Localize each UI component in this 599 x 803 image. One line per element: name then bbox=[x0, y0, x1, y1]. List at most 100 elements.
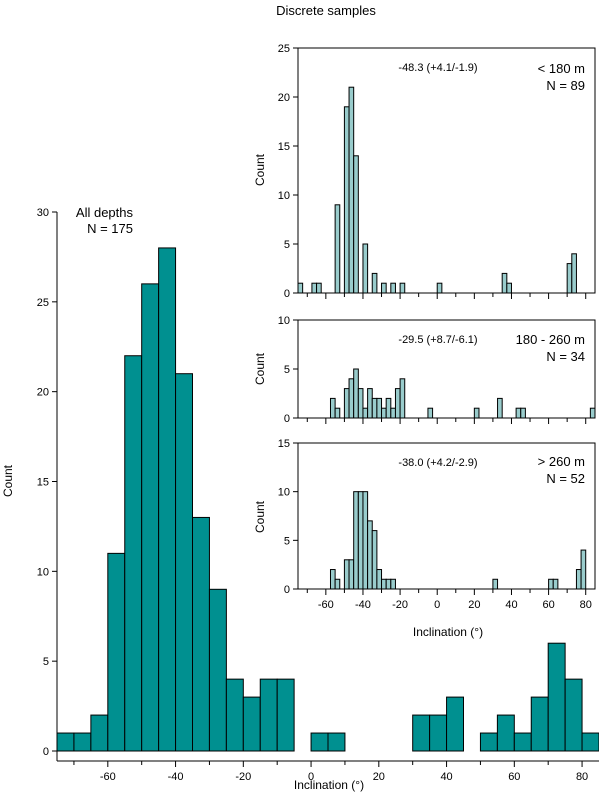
inset-top-bar bbox=[297, 282, 304, 294]
inset-top-y-tick-label: 20 bbox=[278, 92, 290, 104]
main-y-tick-label: 5 bbox=[43, 656, 49, 668]
inset-middle-bar bbox=[343, 388, 350, 419]
inset-bottom-y-tick-label: 10 bbox=[278, 487, 290, 499]
main-x-tick-label: -20 bbox=[235, 771, 251, 783]
inset-top-bar bbox=[343, 106, 350, 294]
main-y-axis-label: Count bbox=[1, 464, 15, 497]
main-bars bbox=[56, 247, 599, 752]
inset-bottom-x-tick-label: -60 bbox=[318, 599, 334, 611]
main-x-tick-label: -40 bbox=[168, 771, 184, 783]
inset-middle-bar bbox=[427, 407, 434, 419]
inset-top-bar bbox=[571, 253, 577, 294]
inset-top-x-ticks bbox=[306, 293, 587, 299]
main-annotation-line-2: N = 175 bbox=[87, 221, 133, 236]
inset-top-bar bbox=[390, 282, 396, 294]
inset-middle-y-tick-label: 5 bbox=[284, 364, 290, 376]
inset-bottom-x-ticks: -60 -40 -20 0 20 40 60 80 bbox=[306, 589, 592, 611]
inset-middle-y-tick-label: 10 bbox=[278, 315, 290, 327]
main-x-tick-label: -60 bbox=[100, 771, 116, 783]
inset-bottom-bar bbox=[552, 578, 559, 590]
main-bar bbox=[242, 696, 261, 752]
main-y-ticks: 0 5 10 15 20 25 30 bbox=[37, 207, 58, 761]
inset-bottom-y-tick-label: 5 bbox=[284, 535, 290, 547]
inset-middle-background bbox=[258, 312, 597, 422]
main-x-axis-label: Inclination (°) bbox=[294, 778, 364, 792]
inset-top-frame bbox=[297, 47, 596, 294]
main-x-tick-label: 0 bbox=[308, 771, 314, 783]
inset-bottom-x-tick-label: 0 bbox=[434, 599, 440, 611]
main-bar bbox=[310, 732, 329, 752]
inset-bottom-bar bbox=[492, 578, 499, 590]
main-bar bbox=[276, 678, 295, 752]
main-bar bbox=[412, 714, 431, 752]
main-y-tick-label: 0 bbox=[43, 746, 49, 758]
inset-middle-y-tick-label: 0 bbox=[284, 413, 290, 425]
inset-bottom-x-tick-label: 60 bbox=[542, 599, 554, 611]
inset-middle-histogram: 0 5 10 -29.5 (+8.7/-6.1) 180 - 260 m N = 3… bbox=[253, 312, 597, 425]
main-bar bbox=[479, 732, 498, 752]
main-bar bbox=[175, 373, 193, 752]
inset-middle-bar bbox=[376, 397, 383, 419]
inset-middle-bar bbox=[390, 407, 396, 419]
main-bar bbox=[530, 696, 549, 752]
main-y-tick-label: 25 bbox=[37, 297, 49, 309]
inset-top-bar bbox=[362, 243, 369, 294]
inset-top-y-ticks: 0 5 10 15 20 25 bbox=[278, 43, 298, 300]
main-bar bbox=[208, 588, 227, 752]
inset-top-histogram: 0 5 10 15 20 25 -48.3 (+4.1/-1.9) < 180 m N =… bbox=[253, 40, 597, 300]
inset-bottom-y-tick-label: 15 bbox=[278, 438, 290, 450]
main-bar bbox=[513, 732, 532, 752]
inset-bottom-histogram: -60 -40 -20 0 20 40 60 80 0 5 10 15 -38.0 (+4.2/-2… bbox=[253, 435, 597, 639]
inset-middle-y-ticks: 0 5 10 bbox=[278, 315, 298, 425]
inset-middle-mean-label: -29.5 (+8.7/-6.1) bbox=[398, 334, 477, 346]
inset-middle-bar bbox=[329, 397, 336, 419]
inset-middle-bar bbox=[520, 407, 526, 419]
inset-top-bar bbox=[436, 282, 443, 294]
inset-bottom-frame bbox=[297, 442, 596, 590]
inset-top-y-axis-label: Count bbox=[253, 153, 267, 186]
main-y-tick-label: 15 bbox=[37, 477, 49, 489]
inset-top-y-tick-label: 10 bbox=[278, 190, 290, 202]
inset-bottom-bar bbox=[343, 559, 350, 590]
inset-middle-bar bbox=[367, 388, 373, 419]
inset-bottom-y-tick-label: 0 bbox=[284, 584, 290, 596]
main-y-tick-label: 10 bbox=[37, 566, 49, 578]
inset-top-bar bbox=[501, 272, 508, 294]
inset-bottom-background bbox=[258, 435, 597, 593]
main-bar bbox=[158, 247, 177, 752]
inset-top-y-tick-label: 0 bbox=[284, 288, 290, 300]
inset-top-y-tick-label: 15 bbox=[278, 141, 290, 153]
inset-middle-bar bbox=[497, 397, 503, 419]
inset-top-depth-label: < 180 m bbox=[538, 61, 585, 76]
main-x-tick-label: 60 bbox=[508, 771, 520, 783]
main-x-tick-label: 40 bbox=[440, 771, 452, 783]
inset-bottom-bar bbox=[329, 569, 336, 590]
inset-bottom-bar bbox=[353, 491, 359, 590]
main-bar bbox=[547, 642, 566, 752]
inset-top-y-tick-label: 5 bbox=[284, 239, 290, 251]
main-annotation-line-1: All depths bbox=[76, 205, 134, 220]
inset-middle-bar bbox=[362, 407, 369, 419]
inset-bottom-mean-label: -38.0 (+4.2/-2.9) bbox=[398, 457, 477, 469]
main-bar bbox=[429, 714, 448, 752]
inset-middle-bar bbox=[371, 397, 378, 419]
main-bar bbox=[446, 696, 464, 752]
inset-middle-bar bbox=[399, 378, 406, 419]
main-x-tick-label: 80 bbox=[576, 771, 588, 783]
inset-bottom-bar bbox=[381, 578, 387, 590]
inset-bottom-bar bbox=[348, 559, 355, 590]
main-bar bbox=[124, 355, 143, 752]
inset-bottom-x-tick-label: -40 bbox=[355, 599, 371, 611]
main-bar bbox=[581, 732, 599, 752]
inset-middle-bar bbox=[385, 397, 392, 419]
inset-middle-bar bbox=[515, 407, 522, 419]
main-bar bbox=[107, 552, 126, 752]
inset-bottom-bar bbox=[362, 491, 369, 590]
inset-middle-bar bbox=[589, 407, 596, 419]
inset-middle-y-axis-label: Count bbox=[253, 352, 267, 385]
inset-middle-bar bbox=[353, 368, 359, 419]
inset-top-bar bbox=[506, 282, 512, 294]
inset-middle-bar bbox=[334, 407, 341, 419]
inset-bottom-bar bbox=[548, 578, 554, 590]
inset-bottom-x-tick-label: 80 bbox=[580, 599, 592, 611]
